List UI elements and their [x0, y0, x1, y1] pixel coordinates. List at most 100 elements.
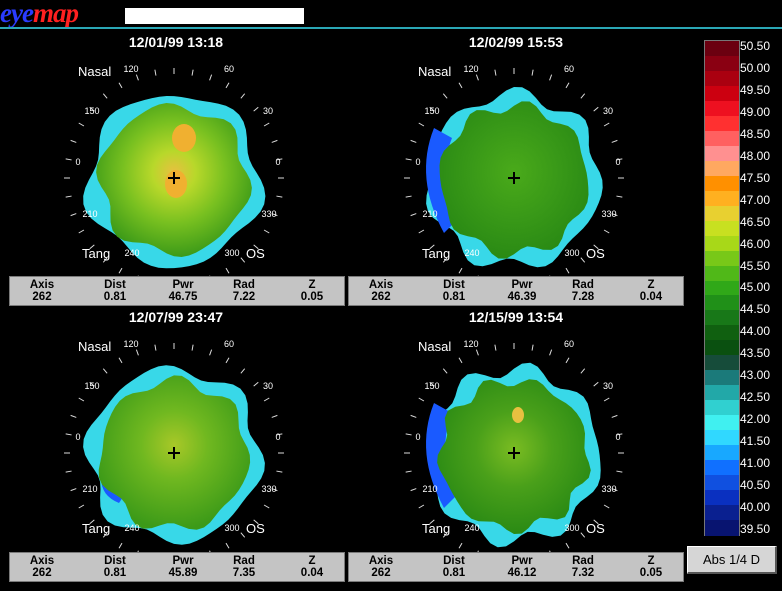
angle-tick: [78, 122, 85, 127]
angle-tick: [78, 504, 85, 509]
degree-label: 60: [224, 64, 234, 74]
color-scale-swatch: [705, 280, 739, 297]
color-scale-swatch: [705, 385, 739, 401]
angle-tick: [429, 381, 435, 387]
degree-label: 300: [564, 523, 579, 533]
color-scale-label: 44.00: [740, 324, 771, 339]
color-scale-swatch: [705, 370, 739, 386]
color-scale-swatch: [705, 85, 739, 102]
degree-label: 210: [422, 484, 437, 494]
angle-tick: [418, 229, 425, 234]
angle-tick: [253, 244, 259, 250]
degree-label: 330: [601, 209, 616, 219]
color-scale-swatch: [705, 310, 739, 327]
steep-zone: [512, 407, 524, 423]
topography-map-4[interactable]: 120 60 150 30 0 0 210 330 240 300 Nasal Tang OS: [354, 331, 674, 571]
color-scale-label: 43.00: [740, 368, 771, 383]
angle-tick: [240, 93, 246, 99]
angle-tick: [102, 257, 108, 263]
angle-tick: [263, 504, 270, 509]
angle-tick: [418, 397, 425, 402]
color-scale-label: 40.00: [740, 499, 771, 514]
angle-tick: [611, 213, 618, 217]
color-scale-swatch: [705, 445, 739, 461]
color-scale-label: 41.50: [740, 434, 771, 449]
color-scale-label: 41.00: [740, 456, 771, 471]
angle-tick: [225, 357, 230, 364]
angle-tick: [225, 82, 230, 89]
eye-side-label: OS: [586, 246, 605, 261]
angle-tick: [593, 106, 599, 112]
nasal-label: Nasal: [78, 64, 111, 79]
color-scale-swatch: [705, 41, 739, 57]
angle-tick: [442, 93, 448, 99]
abs-scale-button[interactable]: Abs 1/4 D: [687, 546, 777, 574]
color-scale-swatch: [705, 265, 739, 282]
angle-tick: [549, 74, 553, 81]
color-scale-swatch: [705, 220, 739, 237]
color-scale-label: 48.00: [740, 148, 771, 163]
color-scale-swatch: [705, 430, 739, 446]
angle-tick: [494, 69, 497, 76]
angle-tick: [135, 349, 139, 356]
degree-label: 240: [464, 248, 479, 258]
angle-tick: [531, 69, 534, 76]
degree-label: 240: [124, 523, 139, 533]
map-info-panel-2: Axis 262 Dist 0.81 Pwr 46.39 Rad 7.28 Z 0.04: [348, 276, 684, 306]
topography-map-2[interactable]: 120 60 150 30 0 0 210 330 240 300 Nasal Tang OS: [354, 56, 674, 296]
color-scale-label: 42.50: [740, 390, 771, 405]
color-scale-label: 43.50: [740, 346, 771, 361]
eye-side-label: OS: [246, 521, 265, 536]
map-date-4: 12/15/99 13:54: [468, 309, 564, 325]
eyemap-logo: eyemap: [0, 0, 79, 28]
angle-tick: [225, 267, 230, 274]
angle-tick: [271, 139, 278, 143]
angle-tick: [253, 381, 259, 387]
color-scale-swatch: [705, 340, 739, 356]
angle-tick: [209, 349, 213, 356]
angle-tick: [429, 244, 435, 250]
tang-label: Tang: [82, 521, 110, 536]
degree-label: 60: [564, 339, 574, 349]
angle-tick: [410, 213, 417, 217]
degree-label: 330: [261, 209, 276, 219]
degree-label: 330: [601, 484, 616, 494]
angle-tick: [593, 244, 599, 250]
topography-map-3[interactable]: 120 60 150 30 0 0 210 330 240 300 Nasal Tang OS: [14, 331, 334, 571]
color-scale-swatch: [705, 70, 739, 87]
degree-label: 150: [84, 381, 99, 391]
angle-tick: [78, 397, 85, 402]
angle-tick: [603, 397, 610, 402]
topography-map-1[interactable]: 120 60 150 30 0 0 210 330 240 300 Nasal Tang OS: [14, 56, 334, 296]
angle-tick: [580, 93, 586, 99]
angle-tick: [271, 213, 278, 217]
nasal-label: Nasal: [418, 339, 451, 354]
color-scale-swatch: [705, 235, 739, 252]
angle-tick: [616, 158, 623, 161]
angle-tick: [263, 397, 270, 402]
degree-label: 330: [261, 484, 276, 494]
color-scale-label: 49.00: [740, 104, 771, 119]
color-scale-swatch: [705, 160, 739, 177]
color-scale-label: 50.50: [740, 39, 771, 53]
tang-label: Tang: [422, 246, 450, 261]
angle-tick: [565, 542, 570, 549]
angle-tick-ring: [404, 343, 624, 563]
degree-label: 150: [424, 106, 439, 116]
angle-tick: [603, 229, 610, 234]
angle-tick: [240, 532, 246, 538]
angle-tick: [118, 82, 123, 89]
angle-tick: [263, 229, 270, 234]
angle-tick: [603, 504, 610, 509]
patient-name-field[interactable]: [125, 8, 304, 24]
angle-tick: [565, 82, 570, 89]
color-scale-swatch: [705, 520, 739, 536]
color-scale-swatch: [705, 175, 739, 192]
color-scale-label: 46.00: [740, 236, 771, 251]
angle-tick: [253, 519, 259, 525]
degree-label: 0: [75, 432, 80, 442]
angle-tick: [78, 229, 85, 234]
angle-tick: [102, 532, 108, 538]
